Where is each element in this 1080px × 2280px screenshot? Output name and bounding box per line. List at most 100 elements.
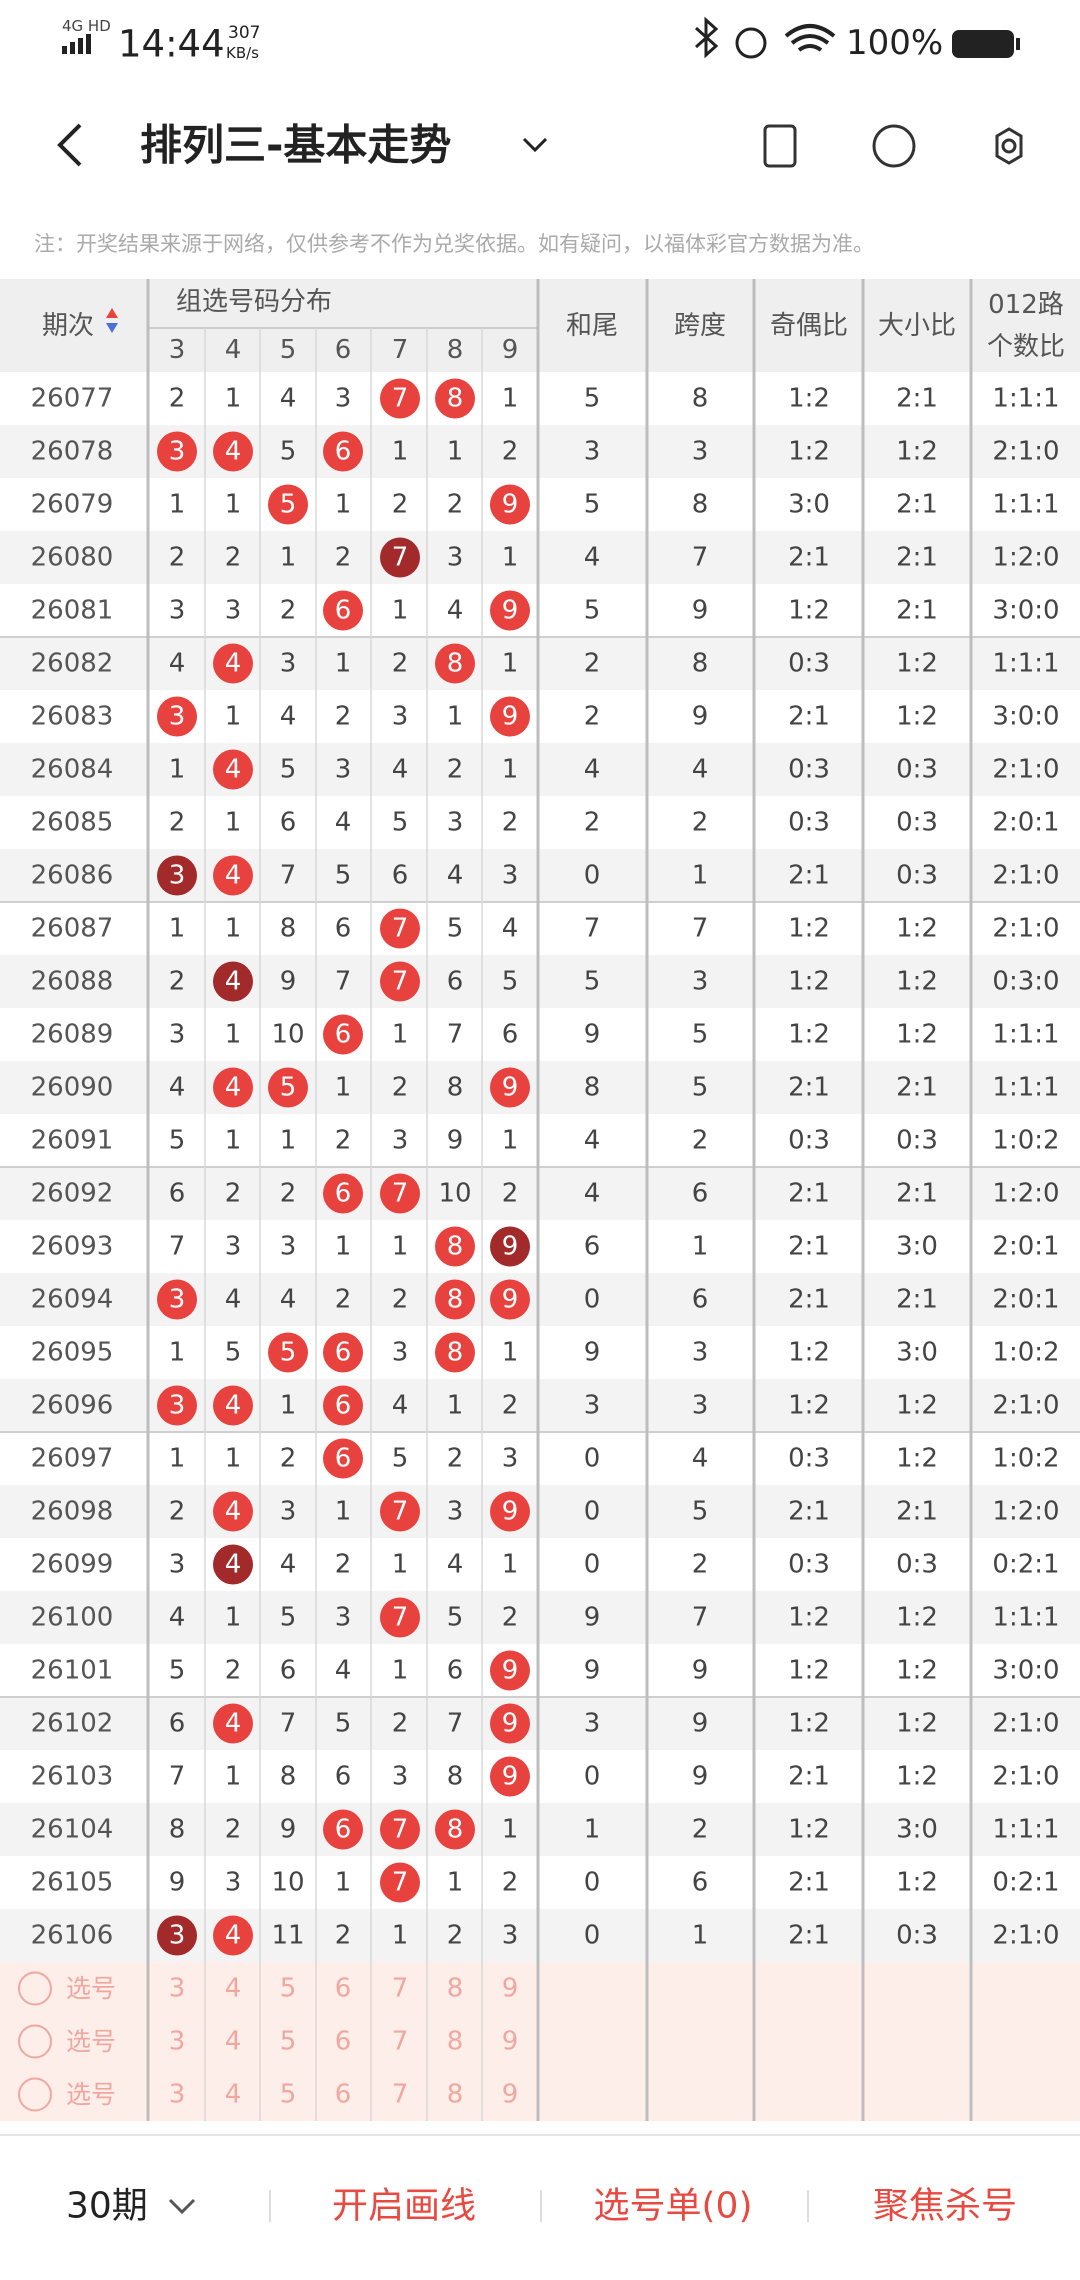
digit-miss: 3 [335, 384, 352, 414]
pick-list-button[interactable]: 选号单(0) [594, 2186, 753, 2227]
pick-digit[interactable]: 3 [169, 2027, 186, 2057]
sum-tail: 8 [584, 1073, 601, 1103]
pick-digit[interactable]: 5 [280, 2027, 297, 2057]
pick-digit[interactable]: 4 [225, 1974, 242, 2004]
pick-digit[interactable]: 6 [335, 2027, 352, 2057]
pick-digit[interactable]: 8 [447, 2080, 464, 2110]
odd-even: 0:3 [788, 649, 830, 679]
span: 8 [692, 490, 709, 520]
draw-lines-button[interactable]: 开启画线 [332, 2186, 476, 2227]
row-bg [0, 1697, 1080, 1750]
period-header[interactable]: 期次 [42, 311, 94, 341]
focus-kill-button[interactable]: 聚焦杀号 [873, 2186, 1017, 2227]
hit-circle [323, 1385, 363, 1426]
big-small: 2:1 [896, 543, 938, 573]
pick-digit[interactable]: 9 [502, 2027, 519, 2057]
pick-digit[interactable]: 4 [225, 2080, 242, 2110]
road: 1:1:1 [992, 1020, 1059, 1050]
title-dropdown[interactable] [522, 137, 548, 153]
row-bg [0, 1485, 1080, 1538]
pick-digit[interactable]: 3 [169, 2080, 186, 2110]
span: 7 [692, 1603, 709, 1633]
sum-tail: 4 [584, 543, 601, 573]
road: 1:2:0 [992, 1179, 1059, 1209]
pick-digit[interactable]: 4 [225, 2027, 242, 2057]
digit-miss: 1 [225, 702, 242, 732]
digit-miss: 1 [225, 1444, 242, 1474]
pick-digit[interactable]: 9 [502, 1974, 519, 2004]
period: 26092 [31, 1179, 114, 1209]
hit-circle [435, 378, 475, 419]
pick-checkbox[interactable] [18, 2024, 52, 2059]
device-icon[interactable] [763, 124, 797, 168]
odd-even: 1:2 [788, 1656, 830, 1686]
pick-digit[interactable]: 6 [335, 1974, 352, 2004]
road: 2:1:0 [992, 755, 1059, 785]
digit-miss: 9 [280, 1815, 297, 1845]
disclaimer: 注：开奖结果来源于网络，仅供参考不作为兑奖依据。如有疑问，以福体彩官方数据为准。 [34, 232, 874, 256]
pick-label: 选号 [66, 1974, 116, 2003]
pick-digit[interactable]: 5 [280, 2080, 297, 2110]
span: 6 [692, 1285, 709, 1315]
sum-tail: 9 [584, 1656, 601, 1686]
pick-digit[interactable]: 7 [392, 2027, 409, 2057]
digit-miss: 6 [280, 1656, 297, 1686]
odd-even: 2:1 [788, 1762, 830, 1792]
period: 26083 [31, 702, 114, 732]
odd-even: 2:1 [788, 1285, 830, 1315]
digit-miss: 2 [225, 543, 242, 573]
odd-even: 1:2 [788, 1020, 830, 1050]
pick-digit[interactable]: 7 [392, 1974, 409, 2004]
back-button[interactable] [57, 123, 82, 167]
digit-miss: 4 [280, 1285, 297, 1315]
digit-miss: 3 [280, 1497, 297, 1527]
row-bg [0, 1008, 1080, 1061]
span: 3 [692, 1338, 709, 1368]
pick-checkbox[interactable] [18, 2077, 52, 2112]
digit-miss: 1 [392, 596, 409, 626]
sum-tail: 9 [584, 1338, 601, 1368]
pick-digit[interactable]: 9 [502, 2080, 519, 2110]
digit-miss: 1 [280, 1126, 297, 1156]
digit-miss: 9 [280, 967, 297, 997]
pick-digit[interactable]: 6 [335, 2080, 352, 2110]
pick-digit[interactable]: 5 [280, 1974, 297, 2004]
road: 3:0:0 [992, 702, 1059, 732]
hit-circle [380, 1809, 420, 1850]
share-icon[interactable] [872, 124, 916, 168]
digit-miss: 2 [169, 543, 186, 573]
pick-digit[interactable]: 3 [169, 1974, 186, 2004]
odd-even-header: 奇偶比 [770, 311, 848, 341]
digit-miss: 1 [502, 649, 519, 679]
period-dropdown[interactable] [168, 2198, 196, 2215]
digit-miss: 8 [169, 1815, 186, 1845]
digit-miss: 1 [225, 384, 242, 414]
digit-hit: 7 [392, 1603, 409, 1633]
pick-digit[interactable]: 8 [447, 1974, 464, 2004]
digit-miss: 10 [271, 1868, 304, 1898]
pick-checkbox[interactable] [18, 1971, 52, 2006]
span: 5 [692, 1020, 709, 1050]
pick-digit[interactable]: 7 [392, 2080, 409, 2110]
wifi-icon [784, 24, 836, 52]
digit-hit: 4 [225, 967, 242, 997]
digit-miss: 3 [335, 755, 352, 785]
digit-miss: 2 [447, 1444, 464, 1474]
period: 26102 [31, 1709, 114, 1739]
digit-hit: 5 [280, 1073, 297, 1103]
odd-even: 2:1 [788, 1921, 830, 1951]
sum-tail: 0 [584, 861, 601, 891]
span: 9 [692, 702, 709, 732]
digit-miss: 1 [335, 1073, 352, 1103]
pick-digit[interactable]: 8 [447, 2027, 464, 2057]
digit-hit: 8 [447, 1285, 464, 1315]
hit-circle [268, 484, 308, 525]
span: 1 [692, 861, 709, 891]
digit-miss: 4 [392, 1391, 409, 1421]
settings-icon[interactable] [995, 127, 1023, 165]
digit-miss: 4 [280, 702, 297, 732]
period-select[interactable]: 30期 [66, 2186, 148, 2227]
road: 1:1:1 [992, 1815, 1059, 1845]
road: 2:1:0 [992, 914, 1059, 944]
digit-miss: 2 [335, 1285, 352, 1315]
